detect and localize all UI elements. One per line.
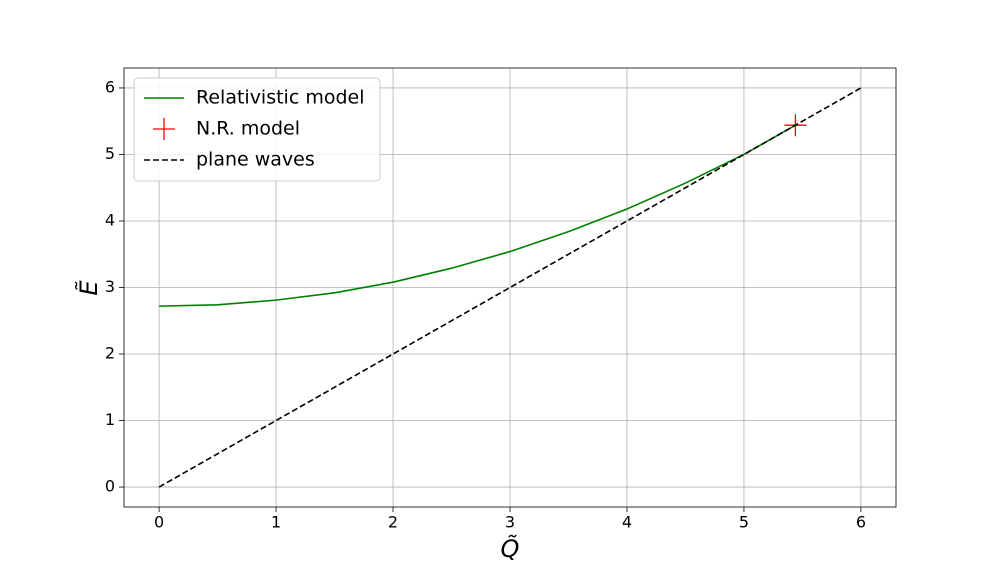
y-tick-label: 6 — [105, 77, 115, 96]
y-tick-label: 0 — [105, 477, 115, 496]
y-tick-label: 2 — [105, 344, 115, 363]
legend-label: Relativistic model — [196, 87, 365, 109]
x-tick-label: 0 — [154, 513, 164, 532]
x-tick-label: 3 — [505, 513, 515, 532]
x-axis-label: Q̃ — [501, 535, 520, 563]
x-tick-label: 2 — [388, 513, 398, 532]
legend-label: N.R. model — [196, 118, 300, 140]
legend-box — [133, 77, 381, 182]
x-tick-label: 1 — [271, 513, 281, 532]
series-line — [159, 124, 796, 307]
x-tick-label: 6 — [856, 513, 866, 532]
y-tick-label: 3 — [105, 277, 115, 296]
legend-symbol — [153, 118, 175, 140]
legend-label: plane waves — [196, 149, 315, 171]
legend: Relativistic model N.R. model plane waves — [133, 77, 381, 182]
y-tick-label: 1 — [105, 410, 115, 429]
y-axis-label: Ẽ — [73, 280, 103, 296]
y-tick-label: 4 — [105, 210, 115, 229]
y-tick-label: 5 — [105, 144, 115, 163]
x-tick-label: 4 — [622, 513, 632, 532]
plot-frame — [123, 67, 897, 508]
x-tick-label: 5 — [739, 513, 749, 532]
